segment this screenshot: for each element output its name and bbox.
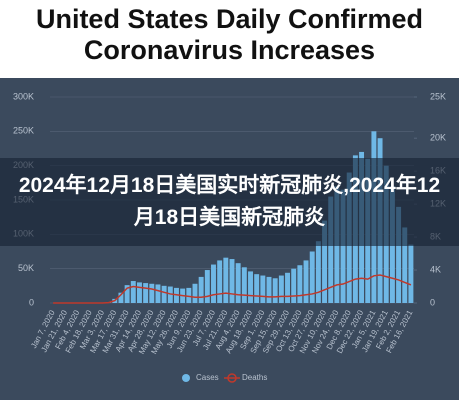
y-tick-label: 250K (13, 126, 34, 136)
bar (254, 274, 260, 303)
bar (217, 260, 223, 303)
bar (211, 264, 216, 303)
bar (155, 284, 161, 303)
bar (278, 275, 284, 303)
bar (303, 260, 309, 303)
banner: 2024年12月18日美国实时新冠肺炎,2024年12月18日美国新冠肺炎 (0, 158, 459, 246)
bar (161, 285, 167, 303)
chart-title: United States Daily Confirmed Coronaviru… (35, 4, 424, 65)
bar (241, 267, 247, 303)
y2-tick-label: 0 (430, 297, 435, 307)
bar (248, 271, 253, 303)
bar (204, 270, 210, 303)
bar (408, 244, 414, 303)
bar (328, 196, 334, 303)
bar (229, 259, 235, 303)
bar (396, 206, 402, 303)
bar (136, 282, 142, 303)
bar (149, 283, 155, 303)
bar (223, 257, 229, 303)
y2-tick-label: 25K (430, 91, 446, 101)
bar (322, 220, 328, 303)
legend-swatch (182, 374, 190, 382)
bar (285, 272, 290, 303)
legend-label: Deaths (242, 373, 267, 382)
deaths-line (53, 274, 412, 304)
y-tick-label: 300K (13, 91, 34, 101)
y-tick-label: 0 (29, 297, 34, 307)
bar (266, 276, 272, 303)
bar (124, 285, 130, 303)
bar (340, 189, 346, 303)
bar (118, 292, 124, 303)
bar (186, 287, 192, 303)
bar (309, 251, 315, 303)
bar (235, 263, 241, 303)
bar (272, 278, 278, 303)
legend-swatch (227, 373, 237, 383)
bar (198, 276, 204, 303)
y-tick-label: 50K (18, 263, 34, 273)
bar (402, 227, 408, 303)
bar (291, 268, 297, 303)
bar (315, 241, 321, 303)
bar (260, 275, 266, 303)
bar (143, 283, 149, 303)
y2-tick-label: 4K (430, 264, 441, 274)
legend-label: Cases (196, 373, 219, 382)
bar (297, 265, 303, 303)
bar (167, 286, 173, 303)
bar (192, 283, 198, 303)
y2-tick-label: 20K (430, 133, 446, 143)
bar (130, 281, 136, 303)
